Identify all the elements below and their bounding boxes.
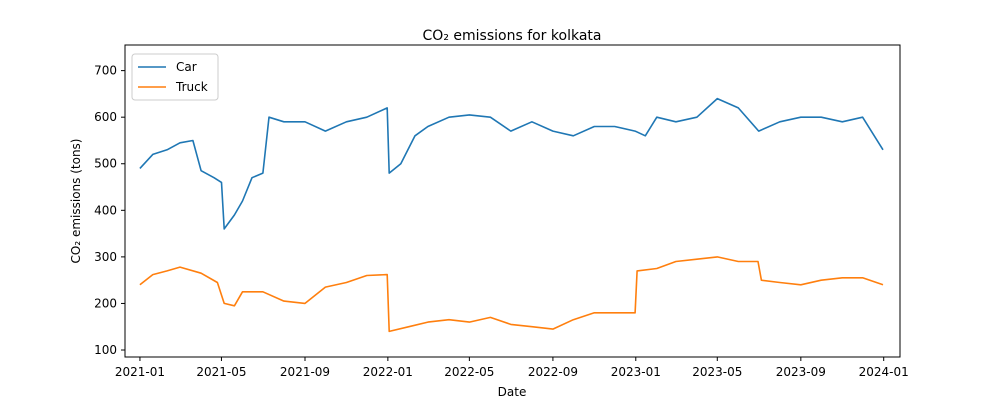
x-tick-label: 2023-01 bbox=[611, 365, 661, 379]
chart-title: CO₂ emissions for kolkata bbox=[423, 28, 602, 44]
x-tick-label: 2023-09 bbox=[776, 365, 826, 379]
y-tick-label: 400 bbox=[94, 203, 117, 217]
x-tick-label: 2022-09 bbox=[528, 365, 578, 379]
x-tick-label: 2022-01 bbox=[363, 365, 413, 379]
y-axis-title: CO₂ emissions (tons) bbox=[69, 139, 83, 264]
x-tick-label: 2021-01 bbox=[115, 365, 165, 379]
x-axis: 2021-01 2021-05 2021-09 2022-01 2022-05 2022-… bbox=[115, 357, 909, 379]
x-tick-label: 2021-09 bbox=[280, 365, 330, 379]
legend-label-truck: Truck bbox=[175, 80, 208, 94]
legend-label-car: Car bbox=[176, 60, 197, 74]
x-tick-label: 2021-05 bbox=[196, 365, 246, 379]
series-line-truck bbox=[139, 256, 884, 333]
plot-frame bbox=[124, 44, 901, 358]
y-tick-label: 200 bbox=[94, 296, 117, 310]
y-tick-label: 100 bbox=[94, 343, 117, 357]
series-line-car bbox=[139, 97, 884, 230]
x-axis-title: Date bbox=[498, 385, 527, 399]
y-axis: 100 200 300 400 500 600 700 bbox=[94, 64, 125, 357]
y-tick-label: 300 bbox=[94, 250, 117, 264]
y-tick-label: 600 bbox=[94, 110, 117, 124]
x-tick-label: 2023-05 bbox=[692, 365, 742, 379]
y-tick-label: 700 bbox=[94, 64, 117, 78]
legend: Car Truck bbox=[131, 53, 219, 101]
legend-box bbox=[131, 53, 219, 101]
plot-lines bbox=[139, 97, 884, 333]
x-tick-label: 2022-05 bbox=[444, 365, 494, 379]
x-tick-label: 2024-01 bbox=[859, 365, 909, 379]
y-tick-label: 500 bbox=[94, 157, 117, 171]
